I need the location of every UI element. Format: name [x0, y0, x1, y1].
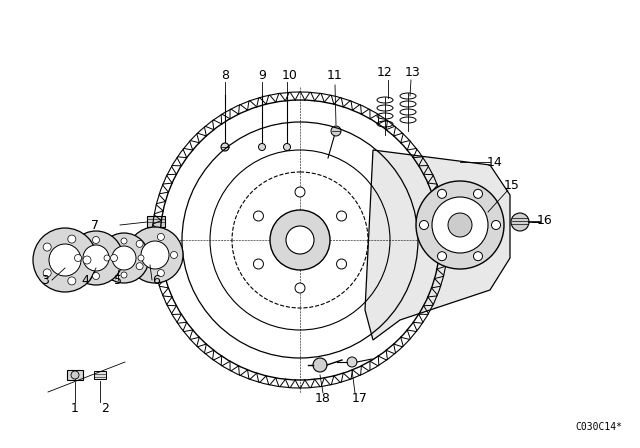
Circle shape	[33, 228, 97, 292]
Circle shape	[284, 143, 291, 151]
Circle shape	[141, 241, 169, 269]
Circle shape	[438, 252, 447, 261]
Circle shape	[337, 259, 347, 269]
Circle shape	[138, 255, 144, 261]
Text: 15: 15	[504, 178, 520, 191]
Circle shape	[69, 231, 123, 285]
Circle shape	[331, 126, 341, 136]
Polygon shape	[365, 150, 510, 340]
Circle shape	[157, 270, 164, 276]
Circle shape	[157, 233, 164, 241]
Circle shape	[121, 238, 127, 244]
Circle shape	[121, 272, 127, 278]
Circle shape	[511, 213, 529, 231]
Text: 17: 17	[352, 392, 368, 405]
Text: 2: 2	[101, 401, 109, 414]
Circle shape	[111, 254, 118, 262]
Circle shape	[170, 251, 177, 258]
Circle shape	[221, 143, 229, 151]
Text: 4: 4	[81, 273, 89, 287]
Circle shape	[44, 269, 51, 277]
Text: 12: 12	[377, 65, 393, 78]
Circle shape	[347, 357, 357, 367]
Circle shape	[74, 254, 81, 262]
Text: 8: 8	[221, 69, 229, 82]
Circle shape	[99, 233, 149, 283]
Circle shape	[474, 252, 483, 261]
Text: 16: 16	[537, 214, 553, 227]
Circle shape	[93, 272, 99, 280]
Text: 1: 1	[71, 401, 79, 414]
Text: C030C14*: C030C14*	[575, 422, 622, 432]
Circle shape	[93, 237, 99, 244]
Text: 13: 13	[405, 65, 421, 78]
Bar	[94, 371, 106, 379]
Circle shape	[71, 371, 79, 379]
Circle shape	[419, 220, 429, 229]
Circle shape	[337, 211, 347, 221]
Text: 10: 10	[282, 69, 298, 82]
Circle shape	[438, 190, 447, 198]
Text: 6: 6	[152, 273, 160, 287]
Circle shape	[83, 256, 91, 264]
Circle shape	[286, 226, 314, 254]
Circle shape	[253, 211, 264, 221]
Text: 9: 9	[258, 69, 266, 82]
Circle shape	[49, 244, 81, 276]
Text: 5: 5	[114, 273, 122, 287]
Text: 11: 11	[327, 69, 343, 82]
Text: 18: 18	[315, 392, 331, 405]
Circle shape	[68, 235, 76, 243]
Circle shape	[127, 227, 183, 283]
Circle shape	[136, 240, 143, 247]
Circle shape	[295, 283, 305, 293]
Circle shape	[104, 255, 110, 261]
Circle shape	[259, 143, 266, 151]
Circle shape	[448, 213, 472, 237]
Text: 3: 3	[41, 273, 49, 287]
Circle shape	[313, 358, 327, 372]
Circle shape	[492, 220, 500, 229]
Circle shape	[253, 259, 264, 269]
Text: 14: 14	[487, 155, 503, 168]
Text: 7: 7	[91, 219, 99, 232]
Circle shape	[83, 245, 109, 271]
Circle shape	[136, 263, 143, 270]
Circle shape	[416, 181, 504, 269]
Circle shape	[474, 190, 483, 198]
Circle shape	[44, 243, 51, 251]
Circle shape	[295, 187, 305, 197]
Bar	[147, 216, 165, 227]
Circle shape	[270, 210, 330, 270]
Circle shape	[152, 92, 448, 388]
Circle shape	[112, 246, 136, 270]
Circle shape	[68, 277, 76, 285]
Circle shape	[432, 197, 488, 253]
Bar	[67, 370, 83, 380]
